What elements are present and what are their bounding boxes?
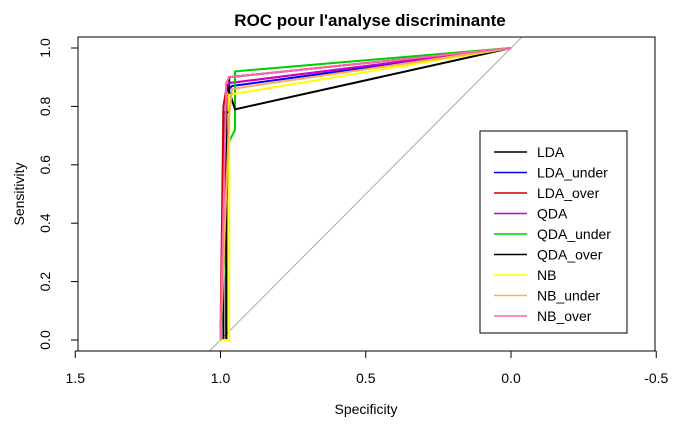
x-tick-label: -0.5 bbox=[644, 370, 668, 386]
y-tick-label: 0.8 bbox=[37, 96, 53, 116]
y-axis: 0.0 0.2 0.4 0.6 0.8 1.0 bbox=[37, 38, 79, 350]
roc-curve-nb-under bbox=[219, 47, 512, 341]
y-tick-label: 0.6 bbox=[37, 155, 53, 175]
x-tick-label: 1.5 bbox=[66, 370, 86, 386]
reference-diagonal bbox=[208, 37, 523, 351]
roc-curve-nb bbox=[220, 47, 512, 341]
legend-label: LDA_under bbox=[537, 165, 608, 181]
legend-label: LDA_over bbox=[537, 185, 600, 201]
chart-title: ROC pour l'analyse discriminante bbox=[234, 11, 505, 30]
legend-box bbox=[479, 130, 628, 334]
legend-label: QDA_over bbox=[537, 247, 603, 263]
legend-label: LDA bbox=[537, 144, 565, 160]
y-tick-label: 0.4 bbox=[37, 213, 53, 233]
y-tick-label: 0.2 bbox=[37, 272, 53, 292]
x-tick-label: 0.0 bbox=[501, 370, 521, 386]
legend-label: NB bbox=[537, 267, 556, 283]
roc-curve-nb-over bbox=[219, 47, 512, 341]
x-tick-label: 0.5 bbox=[356, 370, 376, 386]
legend-label: NB_over bbox=[537, 308, 592, 324]
legend-label: QDA_under bbox=[537, 226, 611, 242]
series-layer bbox=[208, 37, 523, 351]
legend-label: NB_under bbox=[537, 288, 600, 304]
x-tick-label: 1.0 bbox=[211, 370, 231, 386]
x-axis-title: Specificity bbox=[334, 401, 397, 417]
y-tick-label: 0.0 bbox=[37, 330, 53, 350]
legend-label: QDA bbox=[537, 206, 568, 222]
y-axis-title: Sensitivity bbox=[11, 162, 27, 225]
y-tick-label: 1.0 bbox=[37, 38, 53, 58]
x-axis: 1.5 1.0 0.5 0.0 -0.5 bbox=[66, 350, 669, 386]
legend: LDA LDA_under LDA_over QDA QDA_under QDA_over… bbox=[479, 130, 628, 334]
